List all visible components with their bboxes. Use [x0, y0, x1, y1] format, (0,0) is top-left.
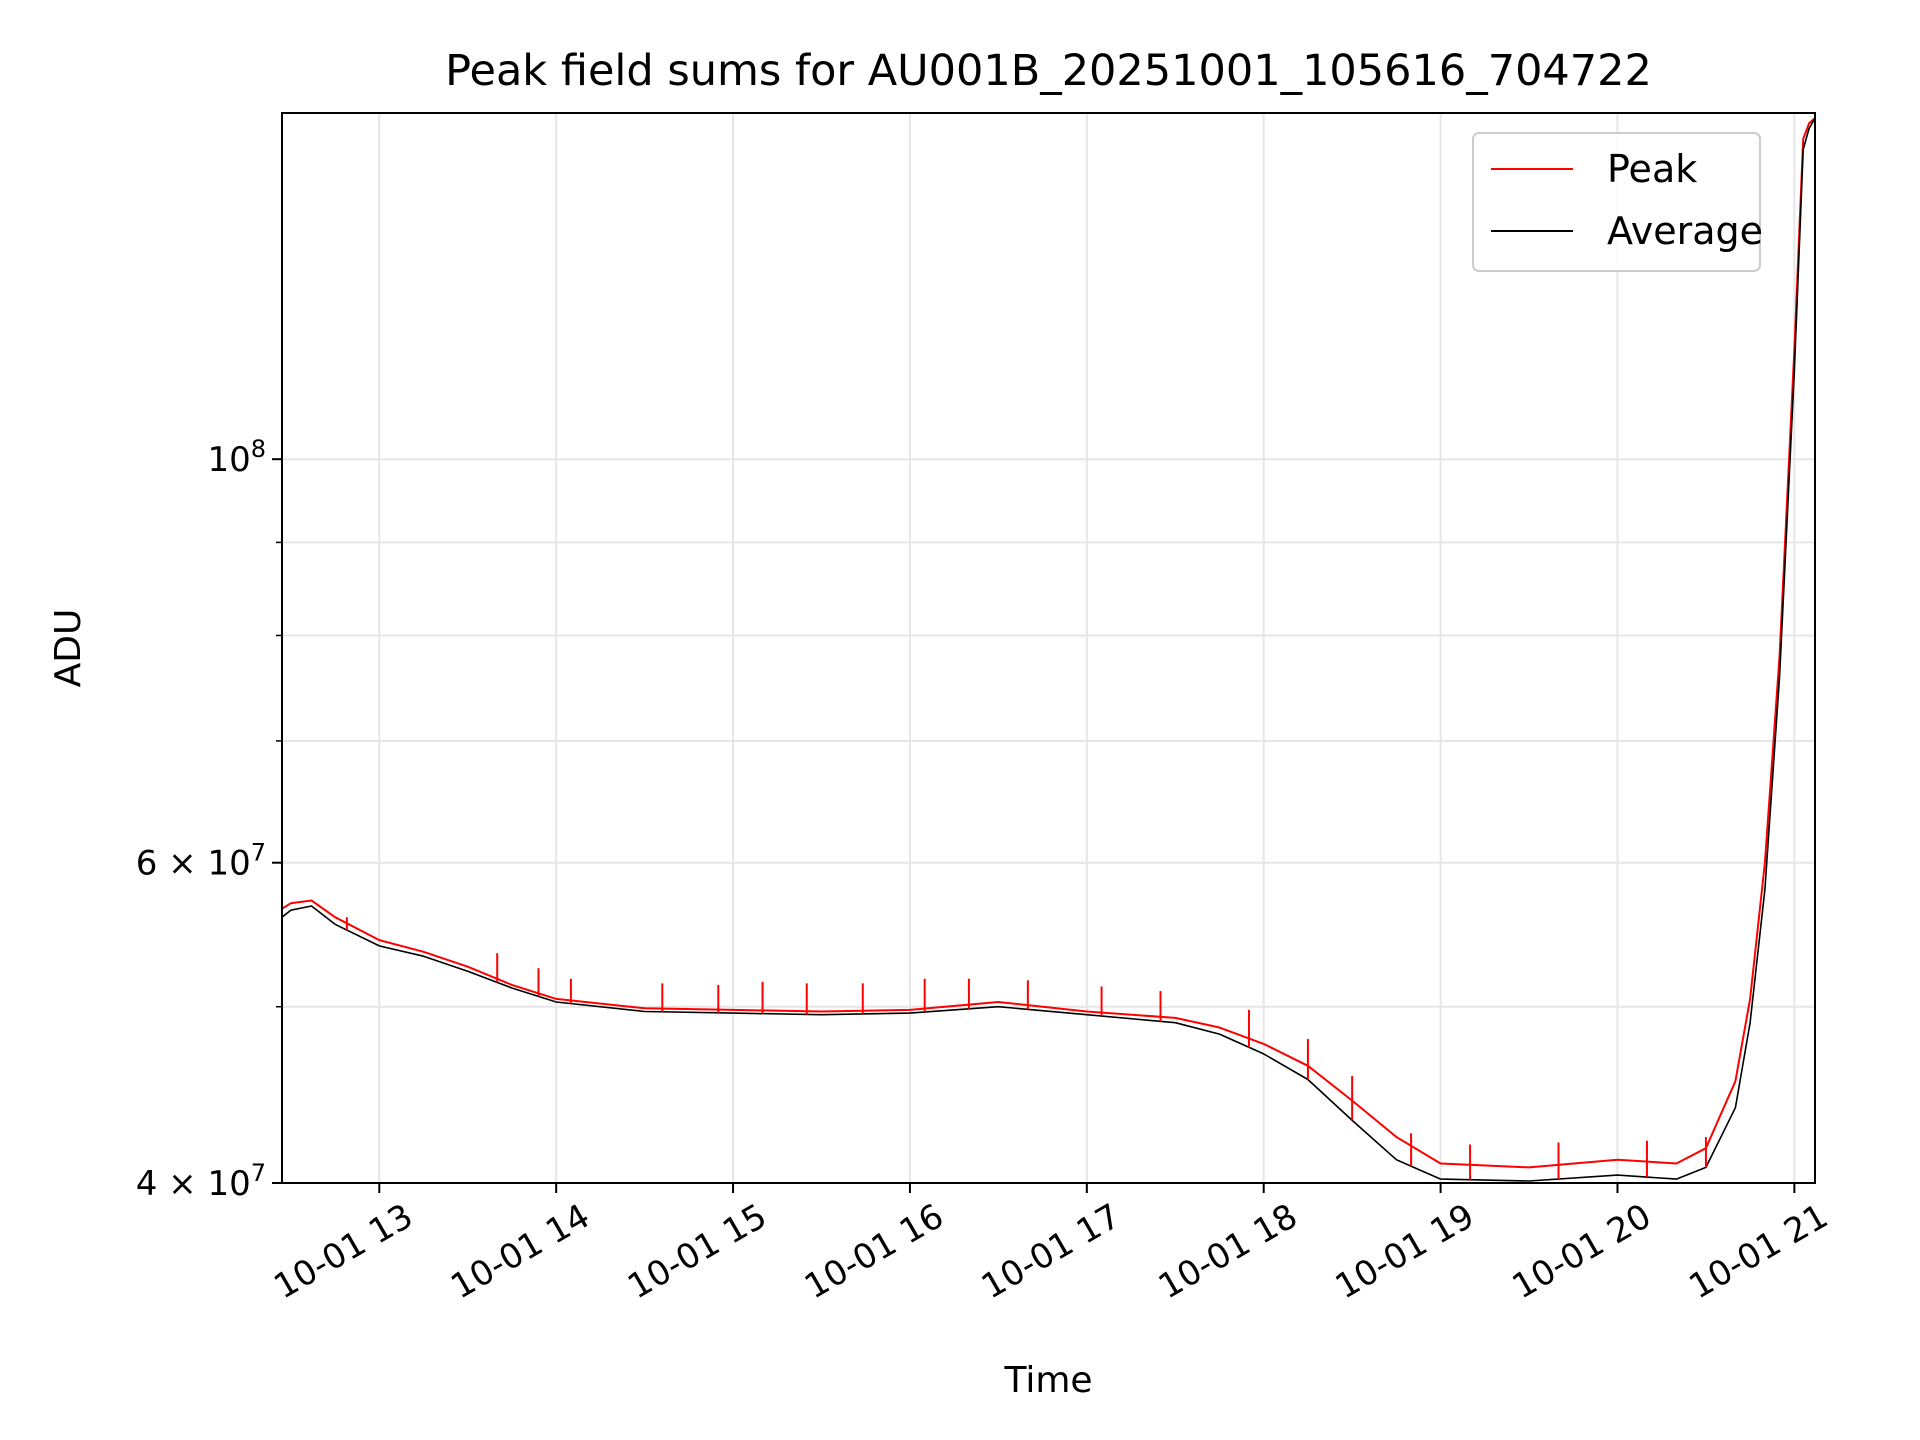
chart-title: Peak field sums for AU001B_20251001_1056…	[445, 46, 1652, 96]
y-tick-label: 6 × 107	[136, 839, 266, 884]
y-axis-title: ADU	[48, 609, 89, 688]
x-axis-title: Time	[1003, 1360, 1092, 1401]
series-line-peak	[282, 117, 1815, 1169]
legend-label-peak: Peak	[1607, 147, 1697, 191]
y-tick-label: 4 × 107	[136, 1159, 266, 1204]
legend-box	[1472, 132, 1761, 272]
y-tick-label: 108	[207, 435, 266, 480]
legend: Peak Average	[1472, 132, 1763, 272]
series-line-average	[282, 117, 1815, 1182]
series-layer	[282, 117, 1815, 1182]
plot-frame	[281, 112, 1816, 1184]
legend-label-average: Average	[1607, 209, 1763, 253]
